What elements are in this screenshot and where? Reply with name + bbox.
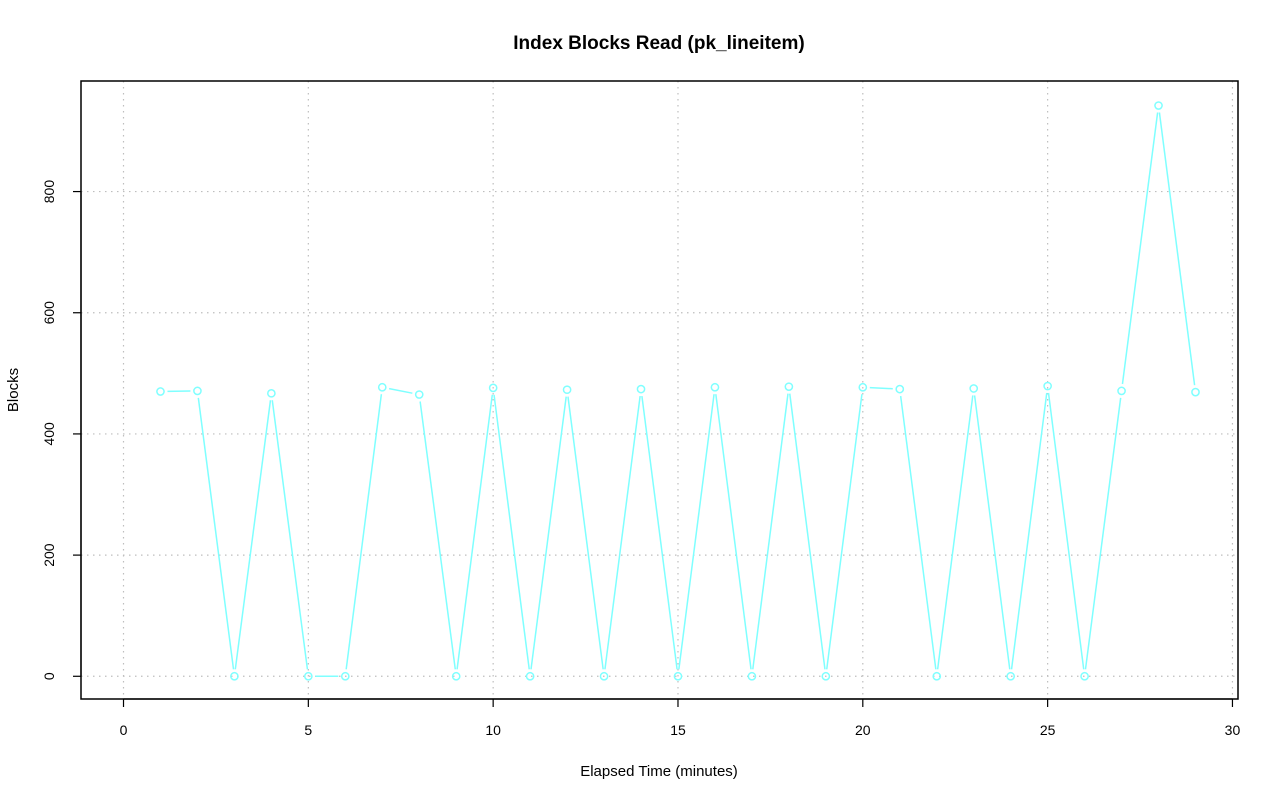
x-tick-label: 15 — [670, 722, 686, 738]
x-tick-label: 10 — [485, 722, 501, 738]
series-segment — [346, 394, 381, 669]
data-point — [194, 387, 201, 394]
data-point — [1007, 673, 1014, 680]
series-segment — [975, 395, 1010, 669]
chart-title: Index Blocks Read (pk_lineitem) — [513, 33, 804, 54]
series-segment — [605, 396, 640, 669]
data-point — [157, 388, 164, 395]
x-tick-label: 20 — [855, 722, 871, 738]
data-point — [379, 384, 386, 391]
series-segment — [235, 400, 270, 669]
series-segment — [1159, 112, 1194, 385]
y-tick-label: 600 — [41, 301, 57, 325]
series-segment — [790, 394, 825, 670]
series-segment — [457, 395, 492, 670]
data-point — [1155, 102, 1162, 109]
series-segment — [642, 396, 677, 669]
series-segment — [827, 394, 862, 669]
data-point — [1044, 382, 1051, 389]
y-tick-label: 0 — [41, 672, 57, 680]
data-point — [896, 385, 903, 392]
series-segment — [1122, 112, 1157, 383]
data-point — [1118, 387, 1125, 394]
series-segment — [198, 398, 233, 669]
series-segment — [272, 400, 307, 669]
series-segment — [420, 401, 455, 669]
x-axis: 0 5 10 15 20 25 30 — [120, 699, 1241, 738]
data-point — [563, 386, 570, 393]
data-point — [1081, 673, 1088, 680]
x-tick-label: 5 — [304, 722, 312, 738]
x-tick-label: 30 — [1225, 722, 1241, 738]
data-point — [268, 390, 275, 397]
series-segment — [389, 389, 412, 394]
series-segment — [938, 395, 973, 669]
y-tick-label: 200 — [41, 543, 57, 567]
x-tick-label: 25 — [1040, 722, 1056, 738]
x-axis-label: Elapsed Time (minutes) — [580, 763, 738, 780]
data-point — [711, 384, 718, 391]
series-segment — [568, 397, 603, 670]
y-axis: 0 200 400 600 800 — [41, 180, 81, 680]
series-segment — [494, 395, 529, 670]
series-blocks — [157, 102, 1199, 680]
data-point — [785, 383, 792, 390]
series-segment — [716, 394, 751, 669]
series-segment — [679, 394, 714, 669]
series-segment — [531, 397, 566, 670]
y-axis-label: Blocks — [5, 368, 22, 412]
data-point — [416, 391, 423, 398]
data-point — [637, 385, 644, 392]
series-segment — [1085, 398, 1120, 669]
plot-frame — [81, 81, 1238, 699]
grid-lines — [81, 81, 1238, 699]
y-tick-label: 400 — [41, 422, 57, 446]
data-point — [527, 673, 534, 680]
series-segment — [901, 396, 936, 669]
y-tick-label: 800 — [41, 180, 57, 204]
series-segment — [753, 394, 788, 670]
data-point — [970, 385, 977, 392]
x-tick-label: 0 — [120, 722, 128, 738]
data-point — [1192, 389, 1199, 396]
series-segment — [870, 388, 893, 389]
